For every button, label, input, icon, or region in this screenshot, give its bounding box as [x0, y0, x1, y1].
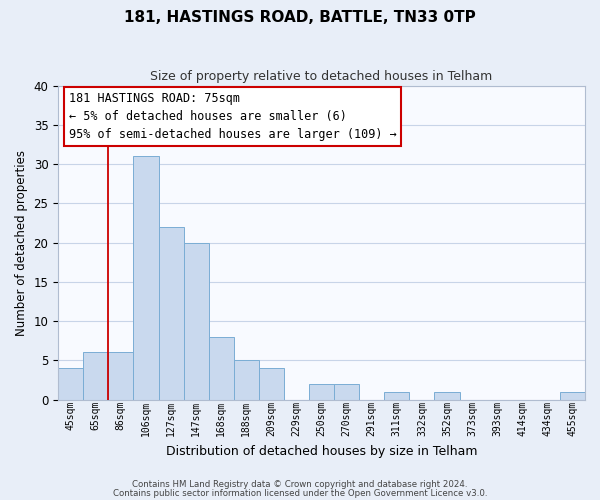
- Bar: [184, 242, 209, 400]
- Bar: [234, 360, 259, 400]
- Bar: [83, 352, 109, 400]
- Bar: [560, 392, 585, 400]
- Y-axis label: Number of detached properties: Number of detached properties: [15, 150, 28, 336]
- Bar: [334, 384, 359, 400]
- X-axis label: Distribution of detached houses by size in Telham: Distribution of detached houses by size …: [166, 444, 478, 458]
- Bar: [58, 368, 83, 400]
- Text: 181 HASTINGS ROAD: 75sqm
← 5% of detached houses are smaller (6)
95% of semi-det: 181 HASTINGS ROAD: 75sqm ← 5% of detache…: [68, 92, 397, 141]
- Bar: [109, 352, 133, 400]
- Title: Size of property relative to detached houses in Telham: Size of property relative to detached ho…: [151, 70, 493, 83]
- Bar: [158, 227, 184, 400]
- Bar: [434, 392, 460, 400]
- Bar: [384, 392, 409, 400]
- Text: Contains HM Land Registry data © Crown copyright and database right 2024.: Contains HM Land Registry data © Crown c…: [132, 480, 468, 489]
- Bar: [209, 336, 234, 400]
- Bar: [309, 384, 334, 400]
- Bar: [133, 156, 158, 400]
- Text: 181, HASTINGS ROAD, BATTLE, TN33 0TP: 181, HASTINGS ROAD, BATTLE, TN33 0TP: [124, 10, 476, 25]
- Bar: [259, 368, 284, 400]
- Text: Contains public sector information licensed under the Open Government Licence v3: Contains public sector information licen…: [113, 488, 487, 498]
